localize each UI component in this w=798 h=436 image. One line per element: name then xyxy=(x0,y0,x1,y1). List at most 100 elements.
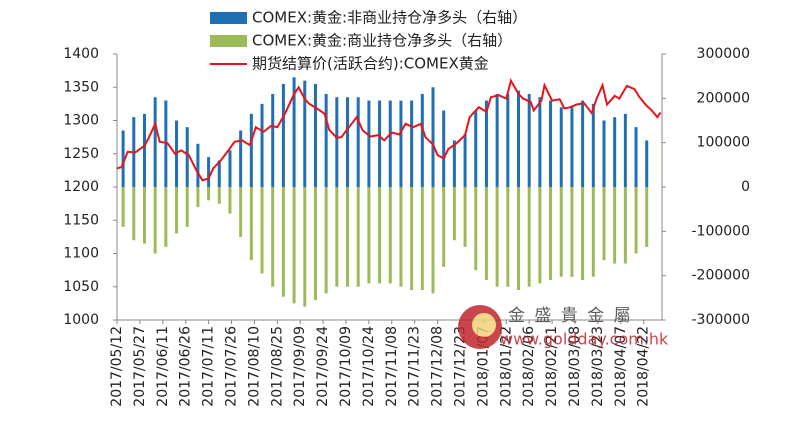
bar xyxy=(613,117,617,187)
bar xyxy=(356,97,360,187)
bar xyxy=(474,187,478,271)
x-tick-label: 2018/02/06 xyxy=(521,326,537,407)
bar xyxy=(132,187,136,241)
bar xyxy=(196,143,200,187)
bar xyxy=(260,187,264,274)
bar xyxy=(452,140,456,187)
bar xyxy=(463,187,467,247)
bar xyxy=(549,100,553,187)
bar xyxy=(292,187,296,304)
bar xyxy=(303,80,307,187)
x-tick-label: 2017/08/10 xyxy=(246,326,262,407)
bar xyxy=(634,187,638,254)
legend-swatch xyxy=(210,12,247,24)
bar xyxy=(570,187,574,277)
x-tick-label: 2017/11/08 xyxy=(384,326,400,407)
bar xyxy=(559,107,563,187)
bar xyxy=(538,187,542,284)
bar xyxy=(249,113,253,187)
y2-tick-label: -100000 xyxy=(692,223,751,239)
bar xyxy=(484,187,488,281)
bar xyxy=(271,93,275,187)
bar xyxy=(527,93,531,187)
bar xyxy=(495,93,499,187)
bar xyxy=(399,187,403,287)
bar xyxy=(399,100,403,187)
bar xyxy=(420,93,424,187)
legend-swatch xyxy=(210,35,247,47)
bar xyxy=(196,187,200,207)
bar xyxy=(303,187,307,307)
bar xyxy=(142,187,146,244)
bar xyxy=(623,113,627,187)
bar xyxy=(484,100,488,187)
x-tick-label: 2017/05/12 xyxy=(109,326,125,407)
bar xyxy=(164,187,168,247)
bar xyxy=(185,187,189,227)
bar xyxy=(185,127,189,187)
logo-inner xyxy=(472,313,496,337)
bar xyxy=(292,77,296,187)
x-tick-label: 2018/01/22 xyxy=(498,326,514,407)
bar xyxy=(581,100,585,187)
bar xyxy=(121,130,125,187)
y-tick-label: 1150 xyxy=(63,212,99,228)
bar xyxy=(367,100,371,187)
y-tick-label: 1350 xyxy=(63,79,99,95)
x-tick-label: 2018/04/22 xyxy=(636,326,652,407)
bar xyxy=(506,93,510,187)
bar xyxy=(506,187,510,287)
bar xyxy=(313,83,317,187)
bar xyxy=(602,120,606,187)
bar xyxy=(538,97,542,187)
bar xyxy=(228,187,232,214)
y2-tick-label: 0 xyxy=(741,179,750,195)
y-tick-label: 1400 xyxy=(63,46,99,62)
y-tick-label: 1100 xyxy=(63,246,99,262)
bar xyxy=(613,187,617,264)
x-tick-label: 2018/03/08 xyxy=(567,326,583,407)
plot: 1000 1050 1100 1150 1200 1250 1300 1350 1400 -300… xyxy=(63,9,750,407)
bar xyxy=(313,187,317,301)
x-tick-label: 2017/12/23 xyxy=(452,326,468,407)
bar xyxy=(591,103,595,187)
x-tick-label: 2018/02/21 xyxy=(544,326,560,407)
bar xyxy=(591,187,595,277)
bar xyxy=(356,187,360,287)
legend-label: COMEX:黄金:非商业持仓净多头（右轴） xyxy=(252,9,527,27)
x-tick-label: 2017/07/11 xyxy=(201,326,217,407)
bar xyxy=(623,187,627,264)
bar xyxy=(207,157,211,187)
bar xyxy=(431,87,435,187)
bar xyxy=(516,187,520,291)
y-tick-label: 1000 xyxy=(63,312,99,328)
watermark: 金 盛 貴 金 屬 www.goldday.com.hk xyxy=(458,305,669,349)
x-tick-label: 2017/06/11 xyxy=(155,326,171,407)
x-tick-label: 2017/09/24 xyxy=(315,326,331,407)
x-tick-label: 2018/03/23 xyxy=(590,326,606,407)
bar xyxy=(495,187,499,287)
bar xyxy=(378,187,382,284)
legend-label: 期货结算价(活跃合约):COMEX黄金 xyxy=(252,55,489,73)
bar xyxy=(420,187,424,291)
bar xyxy=(463,133,467,187)
bar xyxy=(142,113,146,187)
y-tick-label: 1050 xyxy=(63,279,99,295)
bar xyxy=(442,110,446,187)
bar xyxy=(431,187,435,294)
url: www.goldday.com.hk xyxy=(500,330,669,349)
bar xyxy=(228,150,232,187)
bar xyxy=(281,187,285,297)
y-tick-label: 1300 xyxy=(63,113,99,129)
bar xyxy=(271,187,275,287)
bar xyxy=(346,187,350,287)
y2-tick-label: -300000 xyxy=(692,312,751,328)
bar xyxy=(474,110,478,187)
bar xyxy=(527,187,531,287)
bar xyxy=(324,93,328,187)
y2-tick-label: 100000 xyxy=(697,135,750,151)
bar xyxy=(249,187,253,261)
bar xyxy=(260,103,264,187)
bar xyxy=(602,187,606,261)
bar xyxy=(335,97,339,187)
